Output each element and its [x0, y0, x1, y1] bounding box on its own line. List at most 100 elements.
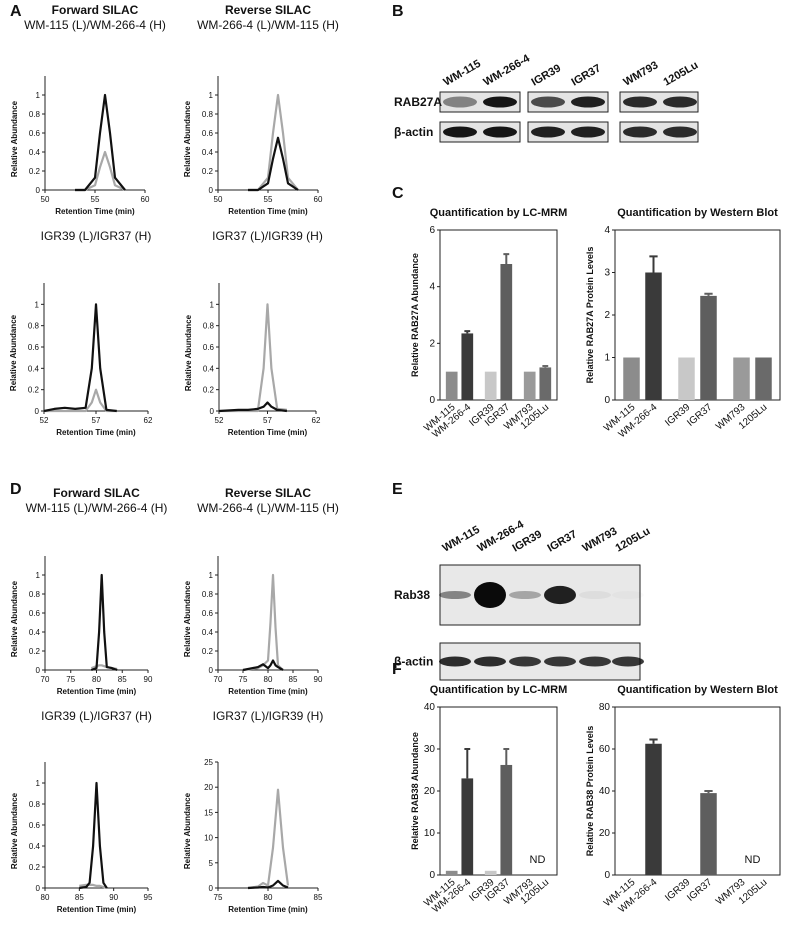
- y-tick-label: 3: [604, 268, 610, 279]
- y-tick-label: 0: [429, 395, 435, 406]
- axis-line: [217, 762, 318, 889]
- x-tick-label: IGR37: [685, 877, 715, 904]
- x-tick-label: 57: [92, 416, 101, 425]
- x-tick-label: 62: [312, 416, 321, 425]
- x-tick-label: 52: [40, 416, 49, 425]
- y-tick-label: 1: [36, 91, 41, 100]
- blot-lane-label: 1205Lu: [614, 525, 653, 554]
- y-tick-label: 0.2: [29, 167, 41, 176]
- x-tick-label: IGR37: [685, 402, 715, 429]
- series-line: [43, 303, 117, 413]
- y-tick-label: 0.2: [203, 386, 215, 395]
- y-tick-label: 0: [209, 884, 214, 893]
- blot-band: [579, 656, 611, 667]
- chart-subtitle: IGR39 (L)/IGR37 (H): [41, 229, 152, 243]
- panel-label: C: [392, 185, 404, 202]
- blot-lane-label: IGR37: [546, 528, 580, 554]
- y-axis-label: Relative RAB38 Protein Levels: [585, 726, 595, 857]
- bar: [700, 295, 717, 400]
- series-line: [75, 93, 126, 192]
- blot-band: [531, 96, 565, 108]
- chart-subtitle: IGR37 (L)/IGR39 (H): [212, 229, 323, 243]
- blot-band: [663, 126, 697, 138]
- y-tick-label: 0.8: [29, 800, 41, 809]
- y-tick-label: 40: [599, 786, 611, 797]
- annotation: ND: [530, 854, 546, 866]
- y-axis-label: Relative Abundance: [183, 792, 192, 869]
- bar: [484, 371, 497, 400]
- series-line: [248, 136, 299, 192]
- blot-band: [483, 126, 517, 138]
- blot-lane-label: WM-115: [441, 524, 482, 555]
- y-tick-label: 0.2: [29, 863, 41, 872]
- series-line: [90, 573, 118, 672]
- chart-title: Quantification by LC-MRM: [430, 684, 568, 696]
- bar: [539, 367, 552, 400]
- x-axis-label: Retention Time (min): [228, 687, 308, 696]
- chart-subtitle: IGR37 (L)/IGR39 (H): [213, 709, 324, 723]
- bar: [645, 272, 662, 400]
- bar: [461, 333, 474, 400]
- y-tick-label: 0: [210, 407, 215, 416]
- y-tick-label: 15: [204, 808, 213, 817]
- series-line: [75, 150, 126, 192]
- y-tick-label: 6: [429, 225, 435, 236]
- y-tick-label: 1: [604, 353, 610, 364]
- blot-band: [483, 96, 517, 108]
- plot-frame: [439, 706, 558, 876]
- series-line: [44, 388, 117, 413]
- y-tick-label: 0.4: [202, 628, 214, 637]
- y-axis-label: Relative RAB27A Protein Levels: [585, 247, 595, 384]
- bar: [645, 743, 662, 875]
- chart-subtitle: IGR39 (L)/IGR37 (H): [41, 709, 152, 723]
- y-tick-label: 0: [604, 395, 610, 406]
- bar: [445, 371, 458, 400]
- x-tick-label: 90: [144, 675, 153, 684]
- plot-frame: [614, 706, 781, 876]
- chart-subtitle: WM-266-4 (L)/WM-115 (H): [197, 501, 339, 515]
- blot-band: [531, 126, 565, 138]
- blot-band: [612, 591, 644, 599]
- x-tick-label: 50: [214, 195, 223, 204]
- x-tick-label: 70: [41, 675, 50, 684]
- blot-band: [474, 582, 506, 608]
- chart-title: Quantification by Western Blot: [617, 684, 778, 696]
- x-tick-label: 70: [214, 675, 223, 684]
- x-tick-label: 90: [314, 675, 323, 684]
- blot-lane-label: IGR39: [530, 62, 564, 88]
- y-tick-label: 1: [35, 300, 40, 309]
- y-tick-label: 25: [204, 758, 213, 767]
- blot-band: [579, 591, 611, 599]
- blot-lane-label: WM-115: [442, 58, 483, 89]
- y-tick-label: 10: [424, 828, 436, 839]
- panel-label: D: [10, 481, 22, 498]
- y-tick-label: 0: [429, 870, 435, 881]
- panel-label: E: [392, 481, 403, 498]
- error-bar: [649, 738, 658, 744]
- bar: [500, 264, 513, 400]
- x-tick-label: 75: [66, 675, 75, 684]
- x-tick-label: 85: [75, 893, 84, 902]
- x-tick-label: 80: [92, 675, 101, 684]
- y-tick-label: 0.8: [28, 322, 40, 331]
- y-tick-label: 0: [604, 870, 610, 881]
- y-tick-label: 0.4: [29, 148, 41, 157]
- series-line: [247, 879, 289, 890]
- error-bar: [464, 330, 471, 334]
- blot-lane-label: 1205Lu: [662, 59, 701, 88]
- blot-lane-label: IGR37: [570, 62, 604, 88]
- y-tick-label: 0.8: [202, 590, 214, 599]
- x-axis-label: Retention Time (min): [57, 905, 137, 914]
- x-axis-label: Retention Time (min): [228, 905, 308, 914]
- x-tick-label: 55: [264, 195, 273, 204]
- chart-title: Forward SILAC: [53, 486, 140, 500]
- blot-band: [443, 126, 477, 138]
- panel-label: F: [392, 661, 402, 678]
- y-axis-label: Relative RAB27A Abundance: [410, 253, 420, 377]
- y-tick-label: 0: [36, 884, 41, 893]
- y-tick-label: 0.6: [29, 129, 41, 138]
- blot-band: [474, 656, 506, 667]
- y-tick-label: 2: [429, 338, 435, 349]
- y-tick-label: 30: [424, 744, 436, 755]
- series-line: [219, 303, 288, 413]
